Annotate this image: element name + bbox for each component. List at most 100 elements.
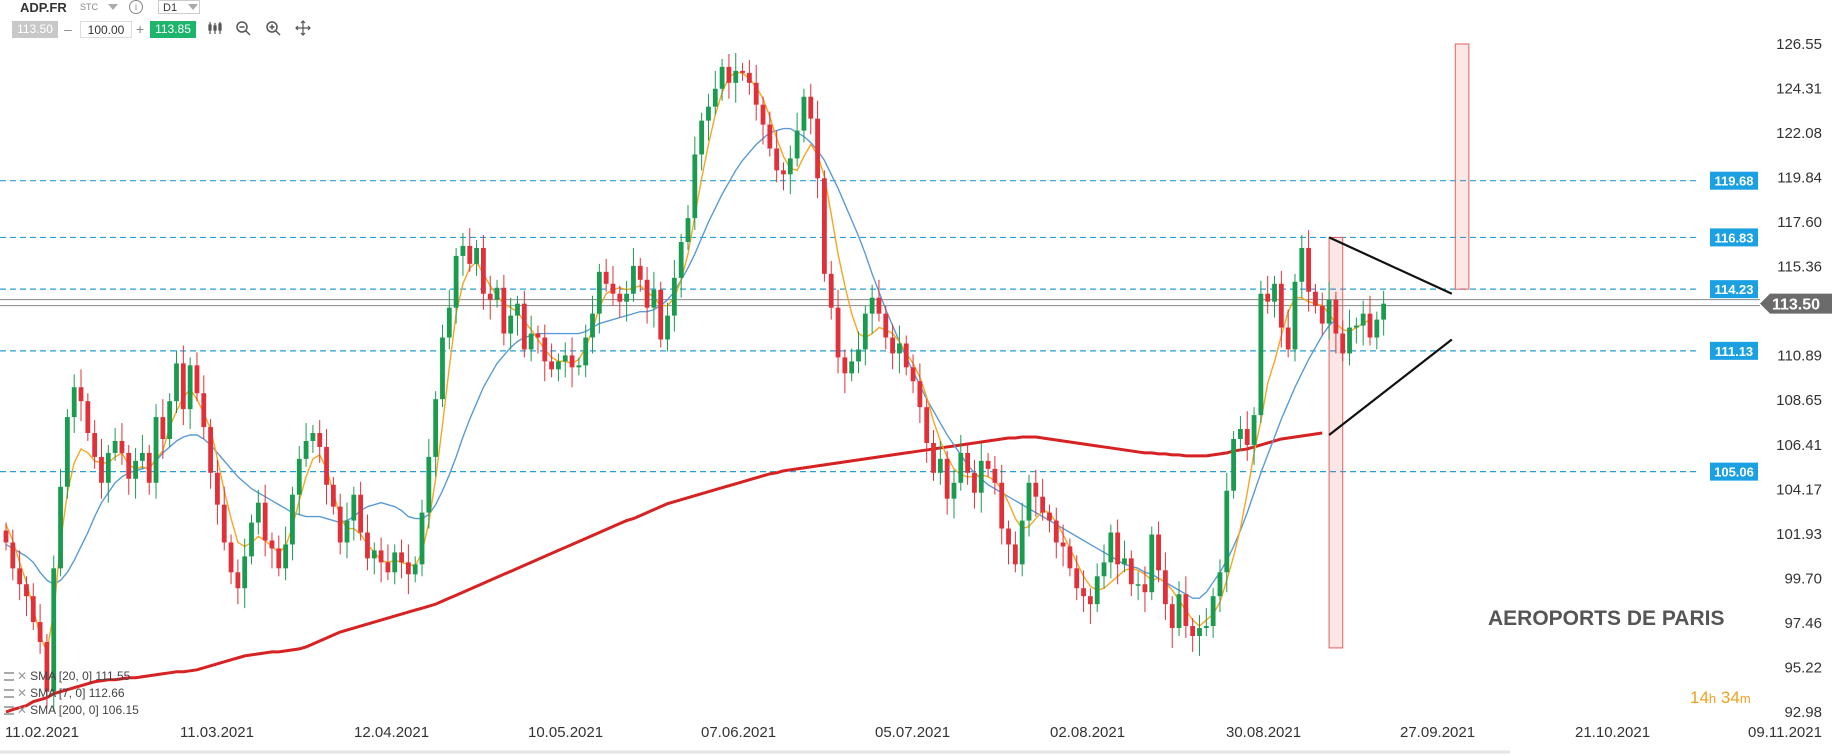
zoom-out-icon[interactable] — [234, 20, 252, 40]
candle[interactable] — [1006, 528, 1011, 545]
candle[interactable] — [978, 460, 984, 493]
candles-icon[interactable] — [206, 20, 224, 40]
candle[interactable] — [992, 468, 998, 483]
increase-quantity-button[interactable]: + — [136, 21, 145, 37]
candle[interactable] — [44, 641, 50, 692]
level-tag[interactable] — [1710, 341, 1758, 360]
candle[interactable] — [644, 279, 650, 308]
chevron-down-icon[interactable] — [108, 4, 118, 10]
candle[interactable] — [692, 154, 698, 219]
candle[interactable] — [194, 365, 200, 394]
candle[interactable] — [1115, 532, 1121, 565]
candle[interactable] — [399, 552, 404, 563]
symbol-label[interactable]: ADP.FR — [20, 0, 67, 15]
candle[interactable] — [283, 544, 289, 569]
candle[interactable] — [58, 486, 63, 569]
level-tag[interactable] — [1710, 228, 1758, 247]
candle[interactable] — [358, 494, 364, 533]
candle[interactable] — [542, 337, 548, 362]
candle[interactable] — [610, 283, 616, 294]
candle[interactable] — [1210, 596, 1216, 627]
candle[interactable] — [64, 417, 70, 487]
candle[interactable] — [787, 158, 793, 175]
timeframe-select[interactable]: D1 — [158, 0, 200, 14]
candle[interactable] — [119, 440, 125, 453]
candle[interactable] — [685, 218, 691, 242]
candle[interactable] — [51, 568, 57, 692]
candle[interactable] — [965, 452, 971, 473]
candle[interactable] — [999, 482, 1005, 529]
candle[interactable] — [392, 552, 398, 573]
candle[interactable] — [467, 245, 473, 264]
candle[interactable] — [1197, 628, 1202, 636]
close-icon[interactable]: ✕ — [17, 686, 28, 700]
candle[interactable] — [433, 399, 439, 457]
candle[interactable] — [1347, 327, 1352, 354]
candle[interactable] — [1060, 542, 1066, 547]
candle[interactable] — [842, 357, 848, 374]
candle[interactable] — [105, 452, 111, 483]
candle[interactable] — [460, 245, 466, 256]
candle[interactable] — [890, 337, 895, 354]
quantity-input[interactable]: 100.00 — [80, 21, 132, 38]
candle[interactable] — [508, 315, 514, 334]
candle[interactable] — [1169, 604, 1175, 629]
candle[interactable] — [330, 484, 336, 507]
decrease-quantity-button[interactable]: – — [64, 21, 72, 37]
candle[interactable] — [760, 104, 766, 125]
candle[interactable] — [1272, 283, 1277, 302]
candle[interactable] — [596, 271, 602, 314]
candle[interactable] — [815, 118, 820, 179]
candle[interactable] — [1012, 544, 1018, 565]
candle[interactable] — [535, 333, 541, 338]
buy-price-button[interactable]: 113.85 — [150, 21, 196, 38]
candle[interactable] — [1340, 333, 1346, 354]
candle[interactable] — [365, 532, 370, 559]
candle[interactable] — [1313, 291, 1318, 306]
candle[interactable] — [1285, 327, 1291, 350]
candle[interactable] — [85, 401, 91, 434]
candle[interactable] — [1224, 490, 1230, 573]
candle[interactable] — [699, 120, 705, 155]
candle[interactable] — [487, 293, 493, 300]
candle[interactable] — [481, 247, 486, 294]
candle[interactable] — [453, 255, 459, 308]
candle[interactable] — [235, 572, 241, 589]
candle[interactable] — [794, 130, 800, 159]
candle[interactable] — [385, 562, 391, 573]
candle[interactable] — [576, 365, 582, 368]
settings-lines-icon[interactable] — [4, 672, 14, 682]
candle[interactable] — [1251, 415, 1257, 445]
candle[interactable] — [590, 313, 595, 338]
candle[interactable] — [1026, 482, 1032, 521]
candle[interactable] — [153, 417, 159, 483]
candle[interactable] — [221, 504, 227, 543]
candle[interactable] — [712, 88, 718, 107]
candle[interactable] — [30, 596, 36, 623]
candle[interactable] — [167, 401, 173, 439]
candle[interactable] — [262, 502, 268, 541]
candle[interactable] — [1278, 283, 1284, 328]
candle[interactable] — [1258, 293, 1264, 416]
candle[interactable] — [310, 433, 316, 441]
candle[interactable] — [856, 349, 861, 362]
candle[interactable] — [706, 106, 711, 121]
candle[interactable] — [1190, 626, 1196, 636]
candle[interactable] — [1381, 303, 1387, 320]
candle[interactable] — [3, 530, 9, 543]
candle[interactable] — [528, 333, 534, 350]
candle[interactable] — [140, 452, 145, 461]
candle[interactable] — [255, 502, 261, 523]
candle[interactable] — [658, 289, 664, 340]
legend-row[interactable]: ✕ SMA [200, 0] 106.15 — [4, 702, 139, 719]
settings-lines-icon[interactable] — [4, 689, 14, 699]
candle[interactable] — [412, 564, 418, 575]
candle[interactable] — [174, 363, 179, 402]
candle[interactable] — [937, 458, 943, 473]
candle[interactable] — [10, 542, 16, 569]
candle[interactable] — [160, 417, 166, 439]
candle[interactable] — [242, 556, 248, 589]
candle[interactable] — [1074, 568, 1080, 589]
candle[interactable] — [1353, 325, 1359, 328]
candle[interactable] — [37, 622, 43, 642]
